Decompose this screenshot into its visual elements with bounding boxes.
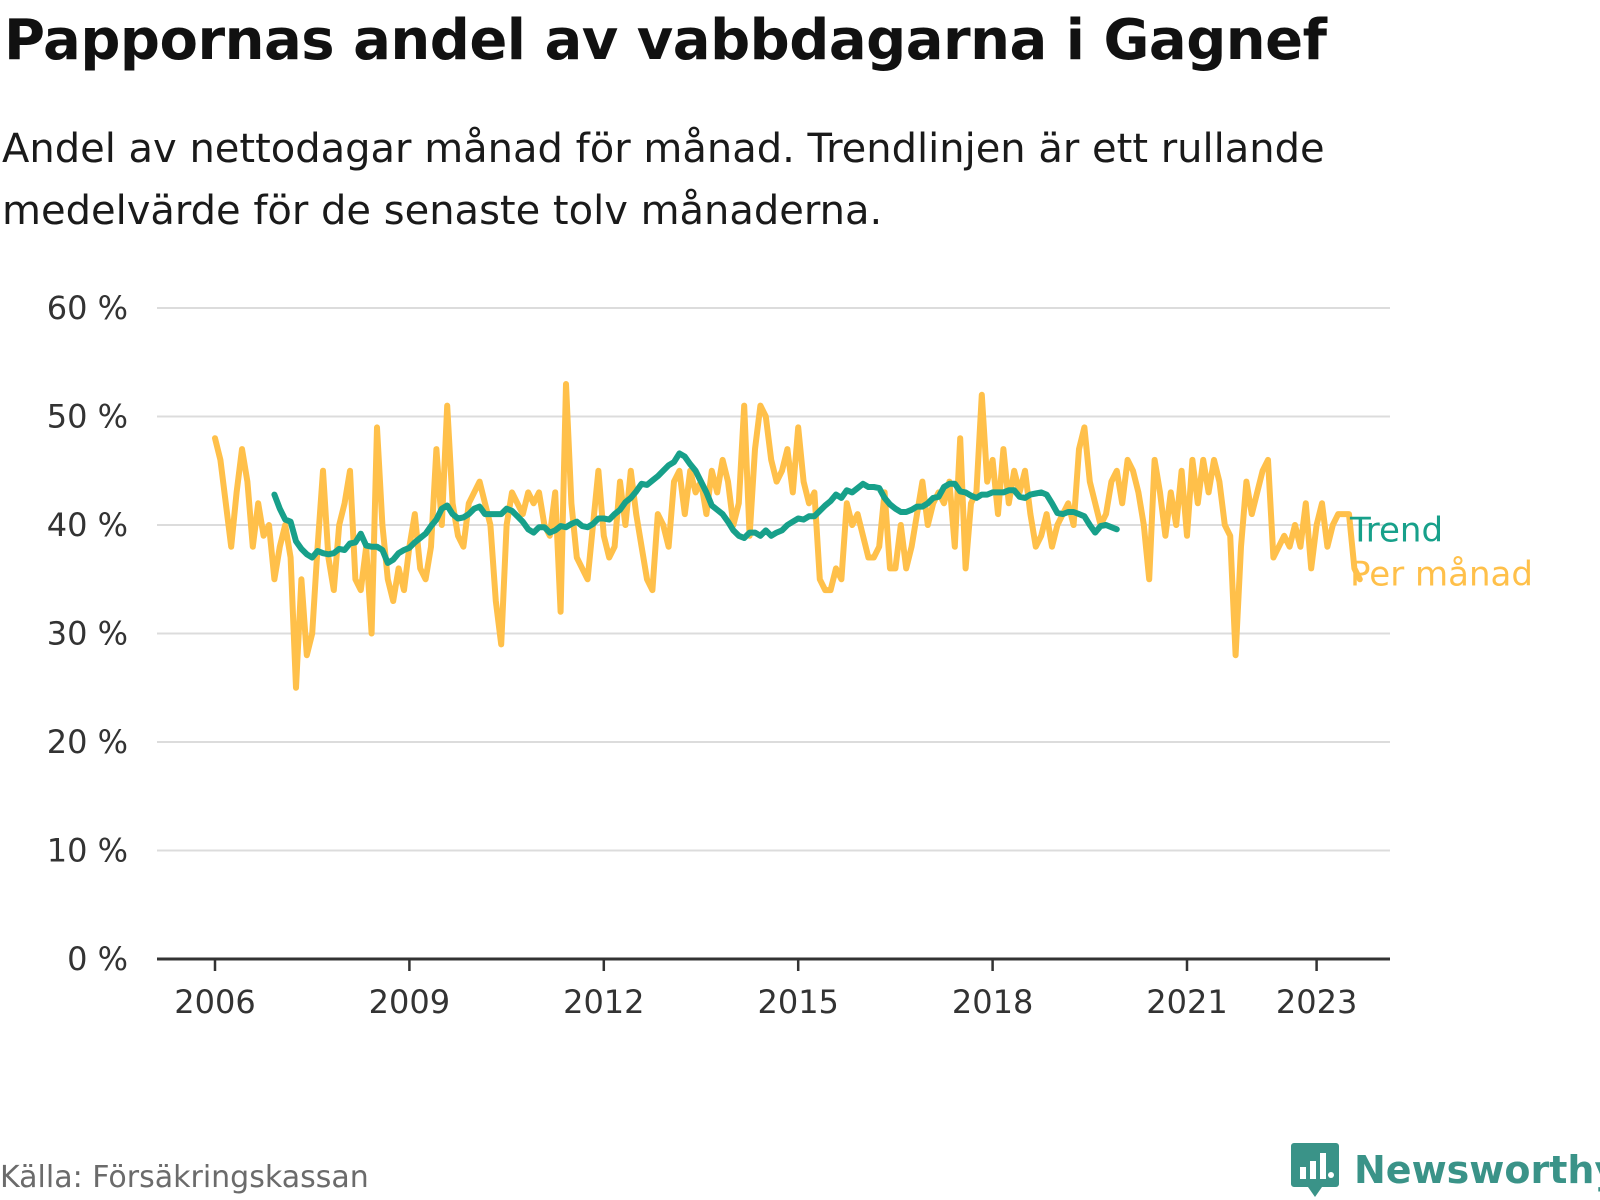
y-tick-label: 60 % — [47, 289, 128, 327]
chart-subtitle: Andel av nettodagar månad för månad. Tre… — [2, 126, 1325, 234]
line-chart: 0 % 10 % 20 % 30 % 40 % 50 % 60 % 2006 2009 2012… — [47, 289, 1533, 1021]
y-tick-label: 50 % — [47, 398, 128, 436]
series-label-monthly: Per månad — [1350, 554, 1533, 594]
y-tick-label: 0 % — [67, 940, 128, 978]
x-tick-label: 2012 — [563, 983, 644, 1021]
y-tick-label: 20 % — [47, 723, 128, 761]
source-note: Källa: Försäkringskassan — [0, 1160, 369, 1195]
y-tick-label: 10 % — [47, 832, 128, 870]
y-axis-ticks: 0 % 10 % 20 % 30 % 40 % 50 % 60 % — [47, 289, 128, 978]
series-label-trend: Trend — [1349, 510, 1443, 550]
x-tick-label: 2023 — [1276, 983, 1357, 1021]
y-tick-label: 40 % — [47, 506, 128, 544]
x-tick-label: 2018 — [952, 983, 1033, 1021]
x-tick-label: 2015 — [757, 983, 838, 1021]
newsworthy-logo-icon — [1291, 1143, 1339, 1197]
brand-logo: Newsworthy — [1290, 1140, 1600, 1200]
x-tick-label: 2009 — [369, 983, 450, 1021]
chart-title: Pappornas andel av vabbdagarna i Gagnef — [4, 8, 1327, 73]
x-tick-label: 2006 — [174, 983, 255, 1021]
series-line-trend — [271, 450, 1120, 566]
x-tick-label: 2021 — [1146, 983, 1227, 1021]
x-axis: 2006 2009 2012 2015 2018 2021 2023 — [157, 957, 1390, 1021]
series-lines — [212, 381, 1363, 691]
series-line-monthly — [212, 381, 1363, 691]
y-tick-label: 30 % — [47, 615, 128, 653]
brand-name: Newsworthy — [1354, 1148, 1600, 1192]
gridlines — [157, 307, 1390, 852]
